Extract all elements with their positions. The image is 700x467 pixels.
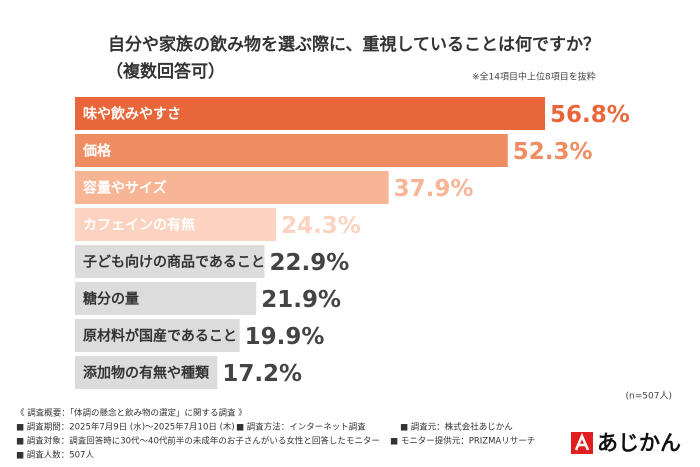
value-label: 17.2%: [222, 361, 302, 387]
value-label: 37.9%: [394, 176, 474, 202]
bar: [75, 171, 389, 204]
bar: [75, 134, 508, 167]
chart-title: 自分や家族の飲み物を選ぶ際に、重視していることは何ですか？: [108, 34, 600, 55]
footnote: ■ 調査元：株式会社あじかん: [400, 422, 513, 433]
bar-label: 糖分の量: [83, 291, 139, 308]
value-label: 24.3%: [281, 213, 361, 239]
value-label: 52.3%: [513, 139, 593, 165]
value-label: 56.8%: [550, 102, 630, 128]
bar-label: 原材料が国産であること: [83, 328, 237, 345]
footnote: ■ 調査人数：507人: [16, 450, 94, 461]
logo-mark: [574, 432, 590, 451]
value-label: 19.9%: [245, 324, 325, 350]
bar-label: 価格: [82, 143, 112, 160]
bar: [75, 319, 240, 352]
bar-label: カフェインの有無: [83, 217, 195, 234]
bar: [75, 282, 257, 315]
footnote: ■ モニター提供元：PRIZMAリサーチ: [390, 436, 535, 447]
bar: [75, 97, 545, 130]
value-label: 21.9%: [261, 287, 341, 313]
chart-subtitle: （複数回答可）: [106, 61, 225, 82]
bar-label: 味や飲みやすさ: [83, 106, 181, 123]
footnote: ■ 調査対象：調査回答時に30代～40代前半の未成年のお子さんがいる女性と回答し…: [16, 436, 380, 447]
brand-name: あじかん: [597, 431, 681, 455]
brand-logo: あじかん: [571, 431, 681, 455]
footnote: 《 調査概要：「体調の懸念と飲み物の選定」に関する調査 》: [16, 408, 247, 419]
footnote: ■ 調査方法：インターネット調査: [236, 422, 366, 433]
note: ※全14項目中上位8項目を抜粋: [472, 71, 596, 83]
sample-size: (n=507人): [626, 391, 672, 402]
footnote: ■ 調査期間：2025年7月9日 (水)～2025年7月10日 (木): [16, 422, 235, 433]
bar-label: 容量やサイズ: [82, 180, 167, 197]
bar: [75, 208, 277, 241]
bar: [75, 356, 218, 389]
bar: [75, 245, 265, 278]
bar-label: 子ども向けの商品であること: [83, 254, 265, 271]
value-label: 22.9%: [269, 250, 349, 276]
bar-label: 添加物の有無や種類: [83, 365, 210, 382]
